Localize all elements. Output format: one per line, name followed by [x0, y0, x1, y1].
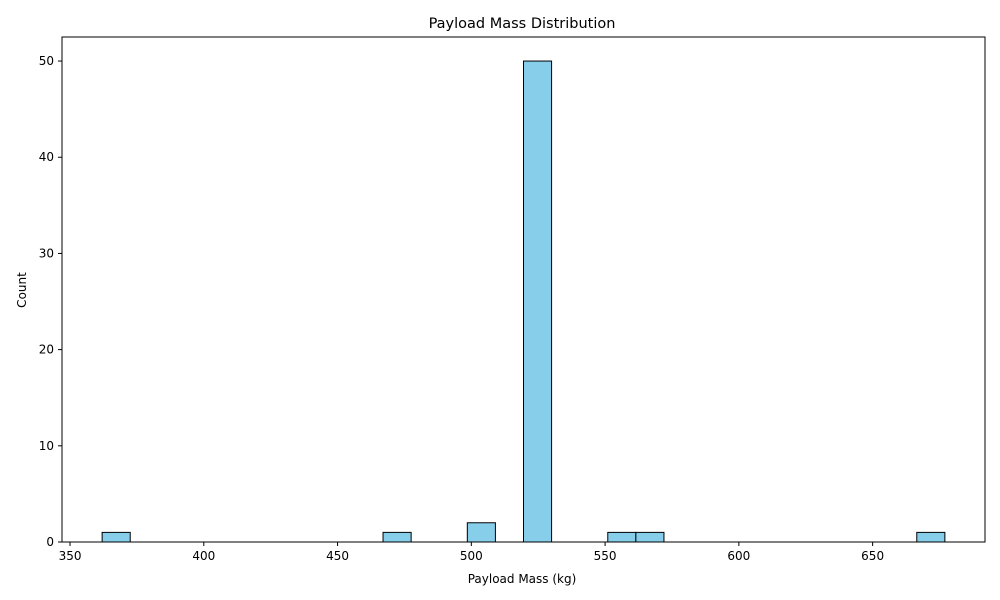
x-tick-label: 500 — [460, 549, 483, 563]
histogram-bar — [466, 522, 496, 543]
y-tick-label: 30 — [39, 246, 54, 260]
y-tick-label: 10 — [39, 439, 54, 453]
plot-frame — [61, 36, 986, 543]
y-tick-label: 0 — [46, 535, 54, 549]
histogram-bar — [382, 531, 412, 543]
x-tick-label: 400 — [192, 549, 215, 563]
y-axis-label: Count — [15, 272, 29, 308]
y-axis-ticks: 0 10 20 30 40 50 — [39, 54, 62, 549]
x-axis-ticks: 350 400 450 500 550 600 650 — [59, 542, 884, 563]
x-tick-label: 450 — [326, 549, 349, 563]
histogram-bar — [635, 531, 665, 543]
y-tick-label: 40 — [39, 150, 54, 164]
chart-title: Payload Mass Distribution — [429, 16, 616, 32]
x-tick-label: 650 — [861, 549, 884, 563]
y-tick-label: 50 — [39, 54, 54, 68]
histogram-bar — [523, 60, 553, 543]
histogram-bar — [101, 531, 131, 543]
x-tick-label: 350 — [59, 549, 82, 563]
x-axis-label: Payload Mass (kg) — [468, 572, 577, 586]
bars-group — [101, 60, 946, 543]
x-tick-label: 600 — [727, 549, 750, 563]
y-tick-label: 20 — [39, 343, 54, 357]
histogram-bar — [916, 531, 946, 543]
histogram-bar — [607, 531, 637, 543]
x-tick-label: 550 — [594, 549, 617, 563]
